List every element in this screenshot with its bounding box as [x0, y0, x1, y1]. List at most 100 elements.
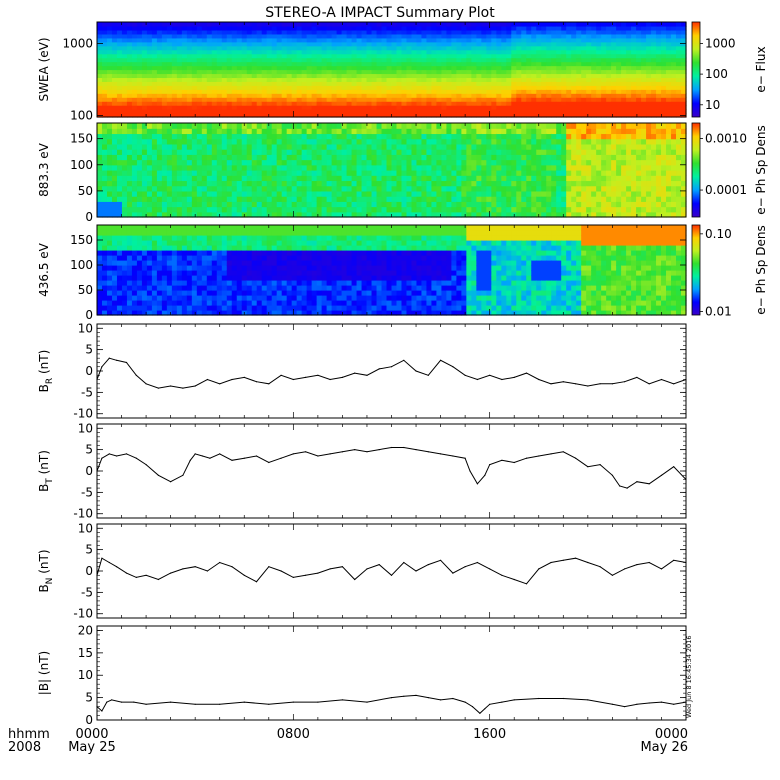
- pad883-cell: [626, 190, 632, 197]
- swea-cell: [646, 22, 652, 27]
- pad883-cell: [601, 133, 607, 140]
- pad883-cell: [471, 128, 477, 135]
- swea-cell: [481, 22, 487, 27]
- pad883-cell: [376, 138, 383, 145]
- swea-cell: [241, 77, 248, 82]
- swea-cell: [386, 97, 393, 102]
- pad883-cell: [671, 206, 677, 213]
- pad883-cell: [401, 133, 408, 140]
- pad883-cell: [166, 211, 173, 218]
- swea-cell: [471, 41, 477, 47]
- pad883-cell: [241, 170, 248, 176]
- swea-cell: [566, 105, 572, 110]
- swea-cell: [626, 61, 632, 67]
- pad883-cell: [246, 201, 253, 208]
- swea-cell: [666, 41, 672, 47]
- pad883-cell: [436, 180, 443, 187]
- swea-cell: [656, 65, 662, 71]
- swea-cell: [446, 97, 452, 102]
- swea-cell: [101, 109, 108, 114]
- swea-cell: [321, 49, 328, 55]
- swea-cell: [561, 69, 567, 75]
- pad883-cell: [411, 154, 418, 161]
- swea-cell: [381, 73, 388, 79]
- swea-cell: [111, 37, 118, 43]
- swea-cell: [651, 57, 657, 63]
- swea-cell: [546, 41, 552, 47]
- swea-cell: [97, 93, 103, 98]
- swea-cell: [146, 57, 153, 63]
- pad883-cell: [256, 159, 263, 166]
- swea-cell: [121, 29, 128, 35]
- swea-cell: [441, 85, 448, 90]
- pad883-cell: [326, 128, 333, 135]
- swea-cell: [401, 77, 408, 82]
- pad883-cell: [376, 164, 383, 171]
- pad883-cell: [421, 211, 428, 218]
- pad883-cell: [306, 196, 313, 202]
- swea-cell: [161, 97, 168, 102]
- swea-cell: [426, 101, 433, 106]
- pad883-cell: [116, 201, 123, 208]
- swea-cell: [221, 61, 228, 67]
- swea-cell: [446, 49, 452, 55]
- pad883-cell: [621, 154, 627, 161]
- pad883-cell: [521, 149, 527, 155]
- pad883-cell: [146, 164, 153, 171]
- pad883-cell: [191, 123, 198, 129]
- swea-cell: [401, 85, 408, 90]
- pad883-cell: [546, 138, 552, 145]
- swea-cell: [661, 101, 667, 106]
- swea-cell: [446, 73, 452, 79]
- swea-cell: [476, 77, 482, 82]
- swea-cell: [131, 93, 138, 98]
- swea-cell: [441, 113, 448, 118]
- swea-cell: [421, 97, 428, 102]
- swea-cell: [341, 97, 348, 102]
- pad883-cell: [576, 196, 582, 202]
- pad883-cell: [141, 138, 148, 145]
- swea-cell: [626, 49, 632, 55]
- swea-cell: [141, 29, 148, 35]
- pad883-cell: [606, 128, 612, 135]
- swea-cell: [556, 93, 562, 98]
- swea-cell: [191, 113, 198, 118]
- swea-cell: [371, 41, 378, 47]
- pad883-cell: [441, 211, 448, 218]
- swea-cell: [241, 73, 248, 79]
- pad883-cell: [261, 123, 268, 129]
- swea-cell: [676, 105, 682, 110]
- swea-cell: [346, 69, 353, 75]
- pad883-cell: [546, 170, 552, 176]
- swea-cell: [341, 77, 348, 82]
- pad883-cell: [451, 201, 457, 208]
- pad883-cell: [601, 149, 607, 155]
- pad883-cell: [201, 159, 208, 166]
- swea-cell: [191, 41, 198, 47]
- pad883-cell: [246, 149, 253, 155]
- pad883-cell: [521, 133, 527, 140]
- swea-cell: [326, 65, 333, 71]
- pad883-cell: [461, 190, 467, 197]
- swea-cell: [131, 33, 138, 39]
- swea-cell: [286, 41, 293, 47]
- swea-cell: [546, 89, 552, 94]
- pad883-cell: [566, 149, 572, 155]
- pad883-cell: [291, 206, 298, 213]
- swea-cell: [666, 33, 672, 39]
- pad883-cell: [241, 149, 248, 155]
- pad883-cell: [426, 211, 433, 218]
- pad883-cell: [111, 164, 118, 171]
- swea-cell: [181, 73, 188, 79]
- swea-cell: [461, 65, 467, 71]
- pad883-cell: [626, 211, 632, 218]
- swea-cell: [221, 37, 228, 43]
- pad883-cell: [106, 164, 113, 171]
- swea-cell: [671, 69, 677, 75]
- swea-cell: [526, 57, 532, 63]
- pad883-cell: [211, 123, 218, 129]
- pad883-cell: [441, 185, 448, 192]
- swea-cell: [361, 41, 368, 47]
- swea-cell: [416, 109, 423, 114]
- swea-cell: [546, 65, 552, 71]
